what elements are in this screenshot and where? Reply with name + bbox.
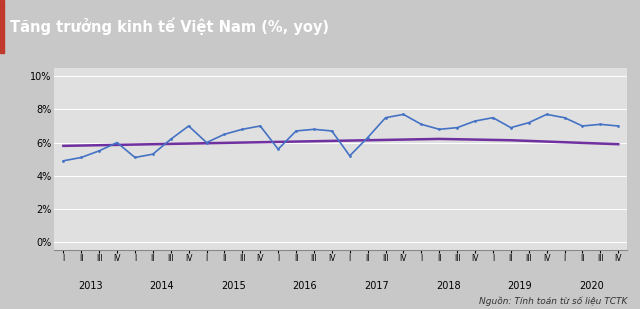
Text: 2014: 2014	[150, 281, 174, 291]
Text: 2017: 2017	[364, 281, 389, 291]
Text: Nguồn: Tính toán từ số liệu TCTK: Nguồn: Tính toán từ số liệu TCTK	[479, 296, 627, 306]
Text: 2019: 2019	[508, 281, 532, 291]
Bar	[0, 0, 4, 53]
Text: 2020: 2020	[579, 281, 604, 291]
Text: 2013: 2013	[78, 281, 102, 291]
Text: Tăng trưởng kinh tế Việt Nam (%, yoy): Tăng trưởng kinh tế Việt Nam (%, yoy)	[10, 18, 329, 35]
Text: 2015: 2015	[221, 281, 246, 291]
Text: 2016: 2016	[292, 281, 317, 291]
Text: 2018: 2018	[436, 281, 461, 291]
